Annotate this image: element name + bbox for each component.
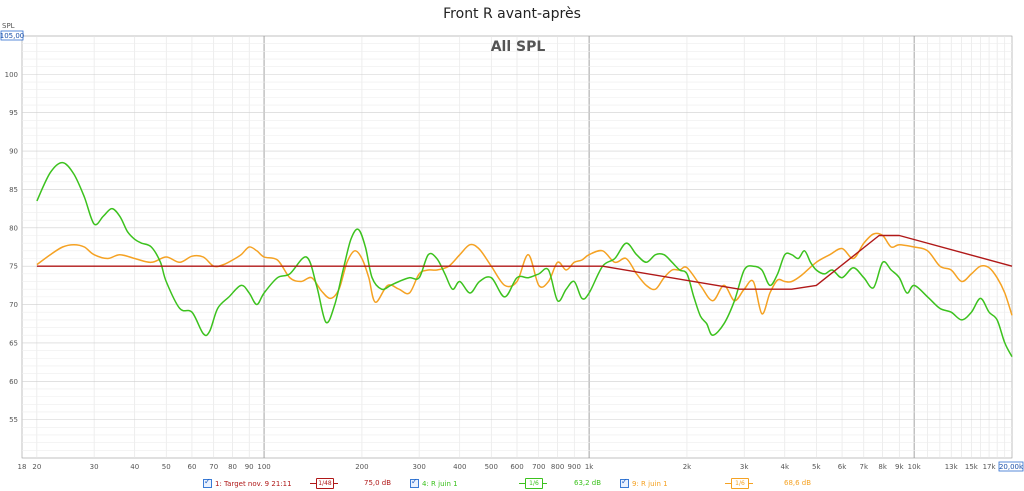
x-tick-label: 600 [510, 463, 523, 471]
legend-label-r-juin-orange: 9: R juin 1 [632, 479, 668, 488]
x-tick-label: 20 [32, 463, 41, 471]
series-layer [36, 161, 1013, 358]
x-tick-label: 400 [453, 463, 466, 471]
r-juin-green-curve [36, 161, 1013, 358]
y-axis-label: SPL [2, 22, 15, 30]
orange-level: 68,6 dB [784, 479, 812, 487]
spl-chart[interactable]: 55 60 65 70 75 80 85 90 95 100 18 20 30 40 50 60 70 80 90… [0, 0, 1024, 477]
y-tick-label: 100 [5, 71, 18, 79]
x-tick-label: 15k [965, 463, 979, 471]
legend-item-r-juin-green[interactable]: 4: R juin 1 [410, 477, 458, 488]
x-tick-label: 500 [485, 463, 498, 471]
x-tick-label: 13k [945, 463, 959, 471]
y-axis-labels: 55 60 65 70 75 80 85 90 95 100 [5, 71, 18, 424]
x-tick-label: 10k [908, 463, 922, 471]
legend-label-r-juin-green: 4: R juin 1 [422, 479, 458, 488]
x-max-box[interactable]: 20,00k [998, 461, 1024, 472]
x-tick-label: 17k [983, 463, 997, 471]
r-juin-orange-checkbox[interactable] [620, 477, 629, 488]
target-level: 75,0 dB [364, 479, 392, 487]
y-tick-label: 80 [9, 224, 18, 232]
r-juin-orange-curve [36, 232, 1013, 316]
chart-title: All SPL [491, 39, 546, 55]
grid-lines [22, 36, 1012, 458]
legend-item-r-juin-orange[interactable]: 9: R juin 1 [620, 477, 668, 488]
x-tick-label: 90 [245, 463, 254, 471]
y-tick-label: 65 [9, 339, 18, 347]
y-tick-label: 90 [9, 148, 18, 156]
legend-label-target: 1: Target nov. 9 21:11 [215, 479, 292, 488]
x-tick-label: 80 [228, 463, 237, 471]
y-tick-label: 85 [9, 186, 18, 194]
x-tick-label: 700 [532, 463, 545, 471]
green-level: 63,2 dB [574, 479, 602, 487]
y-max-box[interactable]: 105,00 [0, 30, 24, 41]
legend: 1: Target nov. 9 21:11 1/48 75,0 dB 4: R… [0, 477, 1024, 491]
x-tick-label: 7k [860, 463, 869, 471]
x-tick-label: 18 [18, 463, 27, 471]
target-checkbox[interactable] [203, 477, 212, 488]
svg-text:20,00k: 20,00k [999, 463, 1024, 471]
green-smoothing-badge[interactable]: 1/6 [525, 478, 543, 489]
x-tick-label: 300 [412, 463, 425, 471]
y-tick-label: 60 [9, 378, 18, 386]
x-tick-label: 30 [90, 463, 99, 471]
target-curve [36, 234, 1013, 290]
x-tick-label: 1k [585, 463, 594, 471]
x-tick-label: 200 [355, 463, 368, 471]
x-tick-label: 9k [895, 463, 904, 471]
x-tick-label: 6k [838, 463, 847, 471]
x-tick-label: 40 [130, 463, 139, 471]
x-tick-label: 4k [781, 463, 790, 471]
y-tick-label: 95 [9, 109, 18, 117]
x-tick-label: 900 [568, 463, 581, 471]
x-tick-label: 60 [187, 463, 196, 471]
r-juin-green-checkbox[interactable] [410, 477, 419, 488]
x-tick-label: 100 [257, 463, 270, 471]
x-tick-label: 800 [551, 463, 564, 471]
y-tick-label: 75 [9, 263, 18, 271]
y-tick-label: 70 [9, 301, 18, 309]
target-smoothing-badge[interactable]: 1/48 [316, 478, 334, 489]
x-tick-label: 5k [812, 463, 821, 471]
x-tick-label: 2k [683, 463, 692, 471]
orange-smoothing-badge[interactable]: 1/6 [731, 478, 749, 489]
x-tick-label: 8k [878, 463, 887, 471]
svg-text:105,00: 105,00 [0, 32, 24, 40]
y-tick-label: 55 [9, 416, 18, 424]
x-tick-label: 50 [162, 463, 171, 471]
x-axis-labels: 18 20 30 40 50 60 70 80 90 100 200 300 400 500 600 700 8… [18, 463, 997, 471]
window-title: Front R avant-après [443, 6, 581, 22]
legend-item-target[interactable]: 1: Target nov. 9 21:11 [203, 477, 292, 488]
x-tick-label: 3k [740, 463, 749, 471]
x-tick-label: 70 [209, 463, 218, 471]
